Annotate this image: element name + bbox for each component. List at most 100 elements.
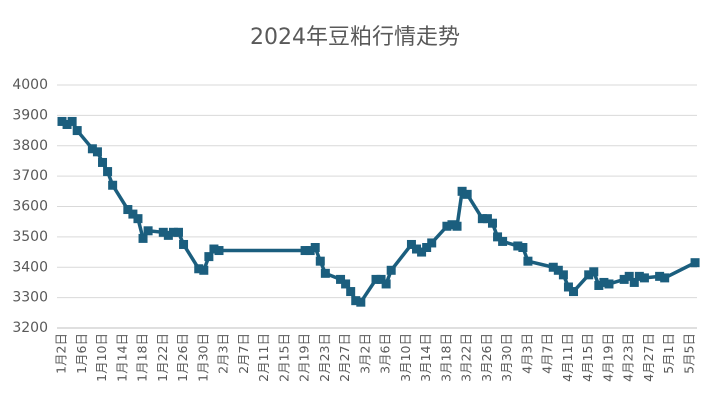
data-point bbox=[103, 167, 113, 177]
data-point bbox=[462, 189, 472, 199]
y-tick-label: 4000 bbox=[12, 77, 48, 93]
data-point bbox=[523, 256, 533, 266]
data-point bbox=[300, 246, 310, 256]
data-point bbox=[493, 232, 503, 242]
y-tick-label: 3500 bbox=[12, 229, 48, 245]
data-point bbox=[128, 209, 138, 219]
data-point bbox=[351, 296, 361, 306]
x-tick-label: 2月19日 bbox=[297, 333, 312, 382]
y-tick-label: 3600 bbox=[12, 199, 48, 215]
data-point bbox=[548, 262, 558, 272]
x-tick-label: 1月18日 bbox=[135, 333, 150, 382]
x-tick-label: 4月3日 bbox=[519, 333, 534, 374]
data-point bbox=[341, 279, 351, 289]
data-point bbox=[487, 218, 497, 228]
x-tick-label: 4月15日 bbox=[580, 333, 595, 382]
data-point bbox=[143, 226, 153, 236]
data-point bbox=[356, 297, 366, 307]
data-point bbox=[158, 227, 168, 237]
data-point bbox=[589, 267, 599, 277]
x-tick-label: 4月7日 bbox=[540, 333, 555, 374]
data-point bbox=[584, 270, 594, 280]
data-point bbox=[660, 273, 670, 283]
data-point bbox=[634, 271, 644, 281]
data-point bbox=[412, 244, 422, 254]
x-tick-label: 2月11日 bbox=[256, 333, 271, 382]
x-tick-label: 2月27日 bbox=[337, 333, 352, 382]
data-point bbox=[629, 277, 639, 287]
data-point bbox=[305, 246, 315, 256]
data-point bbox=[447, 220, 457, 230]
data-point bbox=[57, 116, 67, 126]
x-tick-label: 1月14日 bbox=[114, 333, 129, 382]
data-point bbox=[457, 186, 467, 196]
x-tick-label: 4月19日 bbox=[600, 333, 615, 382]
data-point bbox=[619, 274, 629, 284]
data-point bbox=[179, 239, 189, 249]
data-point bbox=[655, 271, 665, 281]
data-point bbox=[417, 247, 427, 257]
x-tick-label: 1月2日 bbox=[54, 333, 69, 374]
data-point bbox=[599, 277, 609, 287]
x-tick-label: 3月30日 bbox=[499, 333, 514, 382]
y-tick-label: 3400 bbox=[12, 259, 48, 275]
data-point bbox=[624, 271, 634, 281]
data-point bbox=[204, 252, 214, 262]
x-tick-label: 4月23日 bbox=[621, 333, 636, 382]
data-point bbox=[320, 268, 330, 278]
data-point bbox=[604, 279, 614, 289]
data-point bbox=[315, 256, 325, 266]
y-tick-label: 3700 bbox=[12, 168, 48, 184]
x-tick-label: 5月5日 bbox=[682, 333, 697, 374]
data-point bbox=[594, 280, 604, 290]
data-point bbox=[138, 233, 148, 243]
data-point bbox=[569, 287, 579, 297]
data-point bbox=[133, 214, 143, 224]
data-point bbox=[553, 265, 563, 275]
data-point bbox=[194, 264, 204, 274]
data-point bbox=[558, 270, 568, 280]
y-tick-label: 3800 bbox=[12, 138, 48, 154]
data-point bbox=[381, 279, 391, 289]
x-tick-label: 3月10日 bbox=[398, 333, 413, 382]
data-point bbox=[482, 214, 492, 224]
data-point bbox=[209, 244, 219, 254]
data-point bbox=[422, 243, 432, 253]
data-point bbox=[386, 265, 396, 275]
x-tick-label: 2月23日 bbox=[317, 333, 332, 382]
data-point bbox=[513, 241, 523, 251]
data-point bbox=[214, 246, 224, 256]
data-point bbox=[67, 116, 77, 126]
data-point bbox=[346, 287, 356, 297]
y-tick-label: 3900 bbox=[12, 107, 48, 123]
data-point bbox=[477, 214, 487, 224]
data-point bbox=[371, 274, 381, 284]
data-point bbox=[92, 147, 102, 157]
chart-title: 2024年豆粕行情走势 bbox=[250, 25, 460, 50]
x-tick-label: 3月2日 bbox=[357, 333, 372, 374]
data-point bbox=[168, 227, 178, 237]
x-tick-label: 3月18日 bbox=[438, 333, 453, 382]
data-point bbox=[639, 273, 649, 283]
x-tick-label: 3月22日 bbox=[459, 333, 474, 382]
x-tick-label: 3月14日 bbox=[418, 333, 433, 382]
data-point bbox=[406, 239, 416, 249]
data-point bbox=[310, 243, 320, 253]
data-point bbox=[123, 205, 133, 215]
x-tick-label: 1月22日 bbox=[155, 333, 170, 382]
data-point bbox=[87, 144, 97, 154]
data-point bbox=[98, 157, 108, 167]
data-point bbox=[108, 180, 118, 190]
data-point bbox=[62, 119, 72, 129]
data-point bbox=[163, 230, 173, 240]
x-tick-label: 1月10日 bbox=[94, 333, 109, 382]
data-point bbox=[690, 258, 700, 268]
y-tick-label: 3300 bbox=[12, 290, 48, 306]
x-tick-label: 4月27日 bbox=[641, 333, 656, 382]
data-point bbox=[336, 274, 346, 284]
data-point bbox=[442, 221, 452, 231]
x-tick-label: 1月6日 bbox=[74, 333, 89, 374]
x-tick-label: 2月7日 bbox=[236, 333, 251, 374]
